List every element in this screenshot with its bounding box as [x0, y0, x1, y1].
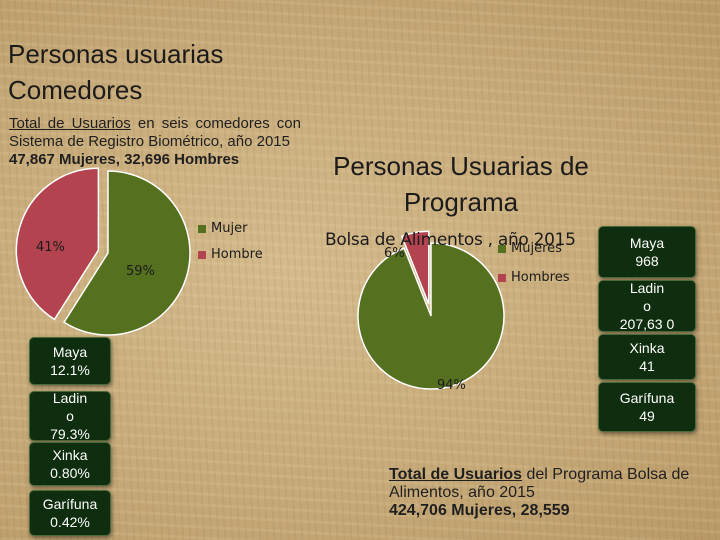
pie-chart-bolsa — [357, 230, 505, 390]
left-eth-garifuna: Garífuna 0.42% — [29, 490, 111, 536]
legend-left-hombre: Hombre — [198, 247, 263, 262]
right-summary-lead: Total de Usuarios — [389, 466, 523, 483]
right-eth-garifuna: Garífuna 49 — [598, 382, 696, 432]
legend-left-hombre-label: Hombre — [211, 247, 263, 262]
left-eth-xinka-name: Xinka — [52, 447, 88, 463]
pie-left-slice-mujer — [63, 170, 191, 336]
right-eth-garifuna-name: Garífuna — [619, 390, 675, 406]
slide-title: Personas usuarias Comedores — [8, 36, 308, 108]
left-eth-maya-value: 12.1% — [50, 362, 90, 378]
legend-right-mujeres-label: Mujeres — [511, 241, 562, 256]
pie-right-label-hombres: 6% — [384, 246, 405, 261]
pie-right-label-mujeres: 94% — [437, 378, 466, 393]
right-eth-maya-name: Maya — [629, 235, 665, 251]
slide-title-line-1: Personas usuarias — [8, 39, 224, 69]
legend-swatch-mujeres — [498, 244, 506, 253]
pie-chart-comedores — [15, 167, 191, 336]
right-summary-text: del Programa Bolsa de Alimentos, año 201… — [389, 466, 690, 501]
left-eth-xinka-value: 0.80% — [50, 465, 90, 481]
left-eth-maya: Maya 12.1% — [29, 337, 111, 385]
left-summary-lead: Total de Usuarios — [9, 115, 131, 132]
legend-swatch-mujer — [198, 224, 206, 233]
right-summary: Total de Usuarios del Programa Bolsa de … — [389, 466, 699, 520]
right-eth-xinka: Xinka 41 — [598, 334, 696, 380]
right-summary-figures: 424,706 Mujeres, 28,559 — [389, 502, 570, 519]
right-eth-maya: Maya 968 — [598, 226, 696, 278]
legend-right-hombres: Hombres — [498, 270, 569, 285]
slide-title-line-2: Comedores — [8, 75, 143, 105]
legend-swatch-hombre — [198, 250, 206, 259]
left-eth-maya-name: Maya — [52, 344, 88, 360]
left-eth-garifuna-value: 0.42% — [50, 514, 90, 530]
program-title-line-2: Programa — [403, 187, 519, 217]
legend-right-hombres-label: Hombres — [511, 270, 570, 285]
left-eth-xinka: Xinka 0.80% — [29, 442, 111, 486]
right-eth-ladino-value: 207,63 0 — [619, 316, 675, 332]
right-eth-ladino: Ladin o 207,63 0 — [598, 280, 696, 332]
left-eth-ladino-value: 79.3% — [50, 426, 90, 442]
left-eth-ladino-name: Ladin o — [52, 390, 88, 424]
pie-left-label-hombre: 41% — [36, 240, 65, 255]
pie-left-label-mujer: 59% — [126, 264, 155, 279]
left-eth-garifuna-name: Garífuna — [42, 496, 98, 512]
pie-right-slice-hombres — [400, 230, 430, 305]
left-eth-ladino: Ladin o 79.3% — [29, 390, 111, 442]
right-eth-xinka-value: 41 — [639, 358, 655, 374]
pie-left-slice-hombre — [15, 167, 100, 321]
pie-right-slice-mujeres — [357, 242, 505, 390]
left-summary: Total de Usuarios en seis comedores con … — [9, 115, 301, 169]
program-title: Personas Usuarias de Programa — [308, 148, 614, 220]
legend-swatch-hombres — [498, 273, 506, 282]
left-summary-text: en seis comedores con Sistema de Registr… — [9, 115, 301, 150]
left-summary-figures: 47,867 Mujeres, 32,696 Hombres — [9, 151, 240, 168]
right-eth-maya-value: 968 — [635, 253, 659, 269]
right-eth-xinka-name: Xinka — [629, 340, 665, 356]
legend-right-mujeres: Mujeres — [498, 241, 562, 256]
program-title-line-1: Personas Usuarias de — [333, 151, 589, 181]
legend-left-mujer-label: Mujer — [211, 221, 248, 236]
right-eth-ladino-name: Ladin o — [629, 280, 665, 314]
program-subtitle: Bolsa de Alimentos , año 2015 — [325, 230, 576, 250]
right-eth-garifuna-value: 49 — [639, 408, 655, 424]
legend-left-mujer: Mujer — [198, 221, 247, 236]
